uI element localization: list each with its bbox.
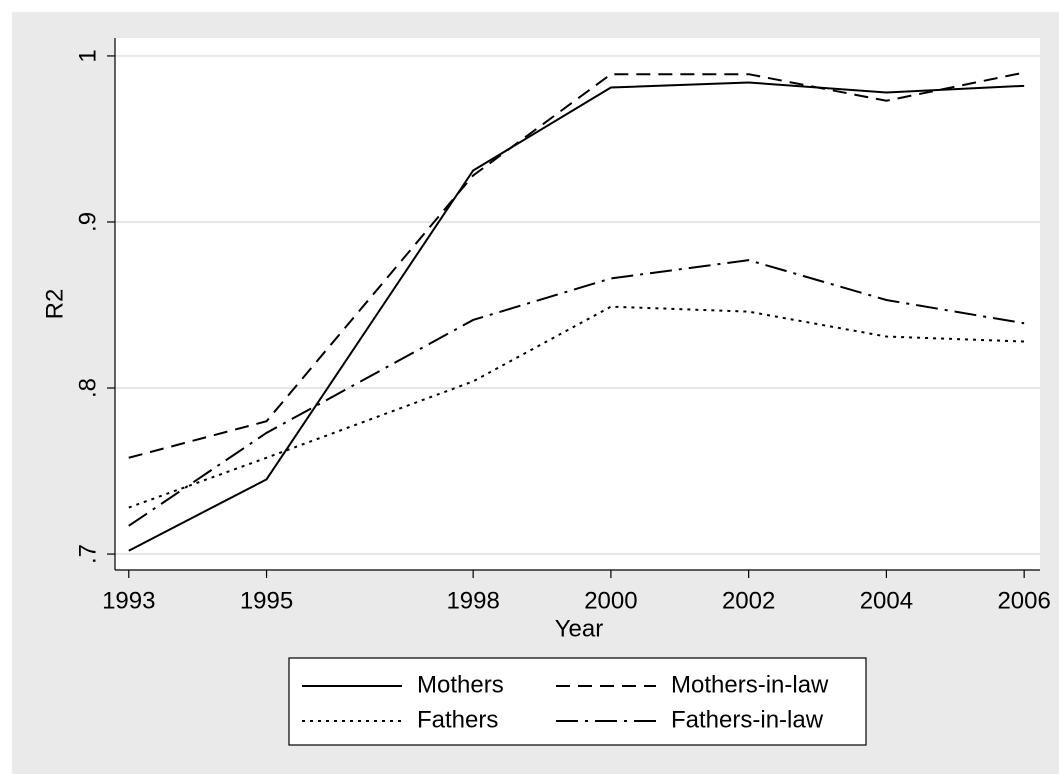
y-tick-label: 1 bbox=[74, 49, 101, 62]
x-tick-label: 2002 bbox=[722, 587, 775, 614]
x-tick-label: 1995 bbox=[240, 587, 293, 614]
plot-area bbox=[115, 38, 1040, 570]
line-series bbox=[128, 81, 1025, 552]
y-tick-label: .7 bbox=[74, 544, 101, 564]
legend-label: Fathers bbox=[417, 706, 498, 733]
y-tick-label: .8 bbox=[74, 378, 101, 398]
x-tick-label: 2004 bbox=[860, 587, 913, 614]
y-tick-label: .9 bbox=[74, 212, 101, 232]
line-series bbox=[128, 305, 1025, 509]
legend-label: Mothers-in-law bbox=[671, 671, 829, 698]
y-axis-title: R2 bbox=[41, 289, 68, 320]
legend-box bbox=[288, 657, 867, 746]
x-tick-label: 2006 bbox=[997, 587, 1050, 614]
x-axis-title: Year bbox=[555, 615, 604, 642]
x-tick-label: 2000 bbox=[584, 587, 637, 614]
legend-label: Mothers bbox=[417, 671, 504, 698]
line-series bbox=[128, 259, 1025, 527]
x-tick-label: 1998 bbox=[446, 587, 499, 614]
x-tick-label: 1993 bbox=[102, 587, 155, 614]
legend-label: Fathers-in-law bbox=[671, 706, 824, 733]
line-series bbox=[128, 71, 1025, 459]
